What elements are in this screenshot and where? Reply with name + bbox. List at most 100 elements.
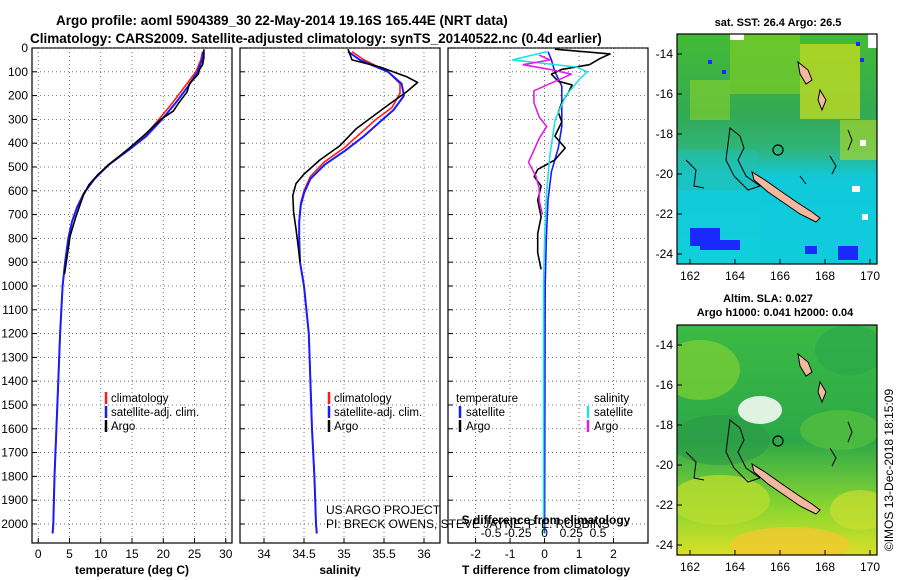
legend-title-temperature: temperature: [456, 393, 518, 405]
legend-label-climatology: climatology: [111, 393, 169, 405]
imos-credit: ©IMOS 13-Dec-2018 18:15:09: [882, 389, 896, 552]
x-tick-label: 5: [66, 547, 73, 561]
map-lat-label: -20: [656, 458, 674, 472]
series-satellite-adj-clim-: [298, 50, 405, 534]
map-lat-label: -22: [656, 498, 674, 512]
temperature-x-label: temperature (deg C): [75, 563, 189, 577]
series-temperature-argo: [533, 48, 611, 270]
series-salinity-argo: [522, 54, 573, 215]
difference-legend: temperature satellite Argo salinity sate…: [456, 393, 633, 433]
x-tick-label: 35: [337, 547, 351, 561]
map-lat-label: -20: [656, 167, 674, 181]
series-temperature-satellite: [543, 51, 563, 534]
legend-label-climatology: climatology: [334, 393, 392, 405]
legend-label-s-satellite: satellite: [594, 407, 633, 419]
legend-label-satellite: satellite-adj. clim.: [334, 407, 422, 419]
series-argo: [63, 49, 205, 275]
depth-tick-label: 700: [8, 208, 28, 222]
sla-map-frame: [676, 324, 878, 556]
depth-tick-label: 200: [8, 89, 28, 103]
x-tick-label: 0: [541, 547, 548, 561]
x-tick-label: 10: [94, 547, 108, 561]
map-top-label: sat. SST: 26.4 Argo: 26.5: [715, 17, 842, 29]
map-bottom-label-2: Argo h1000: 0.041 h2000: 0.04: [697, 307, 854, 319]
depth-tick-label: 100: [8, 65, 28, 79]
depth-tick-label: 1800: [1, 469, 28, 483]
difference-panel-frame: [447, 47, 649, 544]
x-top-tick-label: -0.25: [504, 526, 532, 540]
map-bottom-label-1: Altim. SLA: 0.027: [723, 293, 813, 305]
map-lon-label: 166: [770, 269, 790, 283]
map-lat-label: -16: [656, 87, 674, 101]
x-top-tick-label: 0: [541, 526, 548, 540]
grid-layer: [32, 47, 648, 543]
x-tick-label: 30: [219, 547, 233, 561]
x-tick-label: 34.5: [292, 547, 316, 561]
salinity-panel-frame: [239, 47, 441, 544]
x-tick-label: 25: [188, 547, 202, 561]
ticks-layer: 0100200300400500600700800900100011001200…: [1, 41, 617, 561]
salinity-x-label: salinity: [319, 563, 361, 577]
depth-tick-label: 1200: [1, 327, 28, 341]
depth-tick-label: 300: [8, 112, 28, 126]
map-lon-label: 162: [680, 560, 700, 574]
title-line-2: Climatology: CARS2009. Satellite-adjuste…: [30, 31, 602, 46]
map-lat-label: -22: [656, 207, 674, 221]
map-lat-label: -14: [656, 338, 674, 352]
credit-line-2: PI: BRECK OWENS, STEVE JAYNE, P. E. ROBB…: [326, 517, 610, 531]
map-lat-label: -18: [656, 418, 674, 432]
depth-tick-label: 900: [8, 255, 28, 269]
difference-top-label: S difference from climatology: [462, 513, 631, 527]
series-satellite-adj-clim-: [51, 51, 205, 534]
series-salinity-satellite: [511, 50, 589, 534]
depth-tick-label: 600: [8, 184, 28, 198]
map-ticks: -14 -16 -18 -20 -22 -24 162 164 166 168 170 -14 -16 -…: [656, 47, 881, 574]
series-climatology: [51, 51, 204, 534]
depth-tick-label: 1600: [1, 422, 28, 436]
map-lat-label: -16: [656, 378, 674, 392]
title-line-1: Argo profile: aoml 5904389_30 22-May-201…: [56, 13, 508, 28]
map-lat-label: -24: [656, 247, 674, 261]
depth-tick-label: 1900: [1, 493, 28, 507]
depth-tick-label: 1300: [1, 350, 28, 364]
legend-label-satellite: satellite-adj. clim.: [111, 407, 199, 419]
depth-tick-label: 500: [8, 160, 28, 174]
sla-map: [677, 325, 877, 555]
map-lon-label: 168: [815, 560, 835, 574]
legend-label-s-argo: Argo: [594, 421, 618, 433]
depth-tick-label: 1700: [1, 446, 28, 460]
salinity-legend: climatology satellite-adj. clim. Argo: [327, 392, 422, 433]
map-lon-label: 162: [680, 269, 700, 283]
legend-label-t-argo: Argo: [466, 421, 490, 433]
x-tick-label: 0: [35, 547, 42, 561]
series-layer: [51, 48, 611, 534]
depth-tick-label: 2000: [1, 517, 28, 531]
map-lon-label: 164: [725, 560, 745, 574]
x-top-tick-label: 0.5: [590, 526, 607, 540]
sst-map-frame: [676, 33, 878, 265]
depth-tick-label: 1400: [1, 374, 28, 388]
x-tick-label: 35.5: [372, 547, 396, 561]
legend-label-argo: Argo: [334, 421, 358, 433]
x-tick-label: 36: [417, 547, 431, 561]
x-top-tick-label: 0.25: [560, 526, 584, 540]
depth-tick-label: 800: [8, 231, 28, 245]
depth-tick-label: 0: [21, 41, 28, 55]
difference-x-label: T difference from climatology: [462, 563, 630, 577]
x-tick-label: -2: [470, 547, 481, 561]
map-lat-label: -24: [656, 538, 674, 552]
legend-label-t-satellite: satellite: [466, 407, 505, 419]
map-lat-label: -18: [656, 127, 674, 141]
map-lon-label: 164: [725, 269, 745, 283]
map-lon-label: 170: [860, 560, 880, 574]
depth-tick-label: 400: [8, 136, 28, 150]
x-top-tick-label: -0.5: [481, 526, 502, 540]
depth-tick-label: 1100: [2, 303, 28, 317]
map-lat-label: -14: [656, 47, 674, 61]
depth-tick-label: 1500: [1, 398, 28, 412]
legend-label-argo: Argo: [111, 421, 135, 433]
sst-map: [677, 34, 877, 264]
temperature-legend: climatology satellite-adj. clim. Argo: [104, 392, 199, 433]
legend-title-salinity: salinity: [594, 393, 629, 405]
